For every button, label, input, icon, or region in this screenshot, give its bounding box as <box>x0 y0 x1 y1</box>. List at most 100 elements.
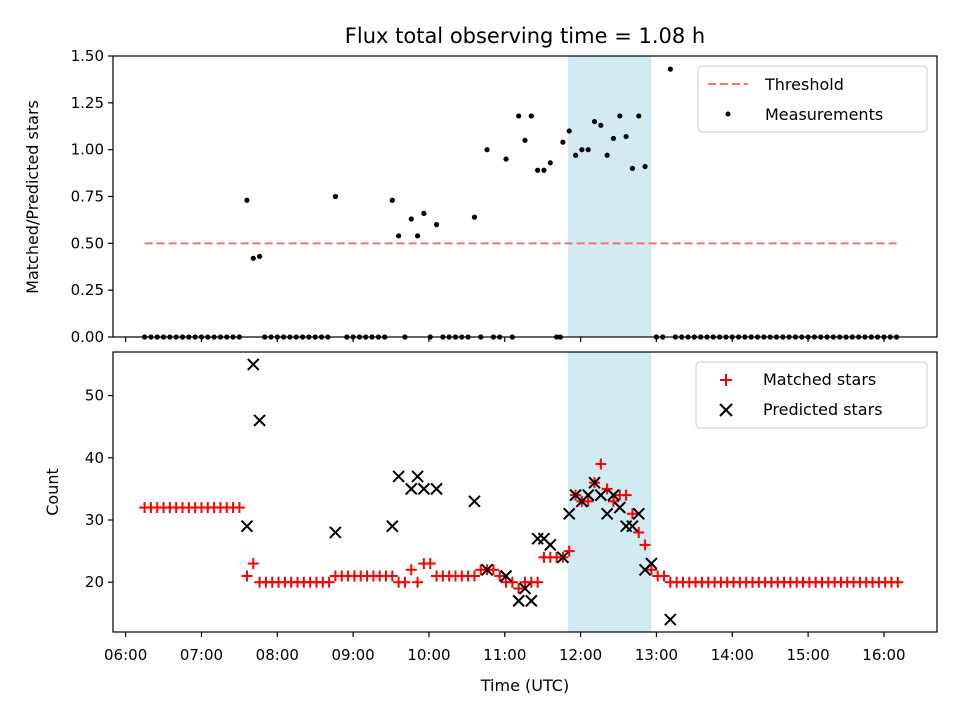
matched-star-marker <box>412 576 424 588</box>
measurement-point <box>471 214 478 220</box>
x-tick-label: 15:00 <box>786 646 829 664</box>
predicted-star-marker <box>386 520 399 533</box>
x-tick-label: 13:00 <box>635 646 678 664</box>
measurement-point <box>560 139 566 145</box>
top-panel: 0.00 0.25 0.50 0.75 1.00 1.25 1.50 Matched/Pre… <box>23 47 938 346</box>
measurement-point <box>535 167 541 173</box>
matched-star-marker <box>241 570 253 582</box>
predicted-star-marker <box>632 507 645 520</box>
bottom-legend: Matched stars Predicted stars <box>695 361 928 429</box>
predicted-star-marker <box>581 488 595 502</box>
predicted-star-marker <box>556 551 570 564</box>
predicted-star-marker <box>664 613 677 626</box>
measurement-point <box>244 197 250 203</box>
predicted-star-marker <box>392 470 405 483</box>
predicted-star-marker <box>417 482 431 496</box>
bottom-y-tick-label: 50 <box>85 387 104 405</box>
top-y-tick-label: 0.50 <box>71 234 104 252</box>
matched-star-marker <box>323 576 335 588</box>
predicted-star-marker <box>588 476 601 489</box>
x-tick-label: 10:00 <box>407 646 450 664</box>
predicted-star-marker <box>607 488 620 502</box>
measurement-point <box>579 147 585 153</box>
predicted-star-marker <box>480 563 494 576</box>
predicted-star-marker <box>247 358 260 371</box>
x-tick-label: 14:00 <box>711 646 754 664</box>
x-tick-label: 16:00 <box>862 646 905 664</box>
predicted-star-marker <box>240 520 254 533</box>
measurement-point <box>408 216 414 222</box>
matched-star-marker <box>892 576 904 588</box>
measurement-point <box>604 152 610 158</box>
x-tick-label: 09:00 <box>332 646 375 664</box>
predicted-legend-label: Predicted stars <box>763 400 883 419</box>
matched-star-marker <box>601 483 613 495</box>
top-y-tick-label: 1.25 <box>71 94 104 112</box>
measurement-point <box>250 255 256 261</box>
matched-star-marker <box>494 570 506 582</box>
matched-star-marker <box>399 576 411 588</box>
matched-star-marker <box>233 502 245 514</box>
matched-star-marker <box>506 576 518 588</box>
top-y-ticks: 0.00 0.25 0.50 0.75 1.00 1.25 1.50 <box>71 47 113 346</box>
bottom-y-ticks: 20 30 40 50 <box>85 387 113 591</box>
measurement-point <box>421 210 427 216</box>
predicted-star-marker <box>512 594 525 608</box>
measurement-point <box>503 156 509 162</box>
matched-star-marker <box>563 545 575 557</box>
bottom-y-tick-label: 20 <box>85 573 104 591</box>
highlight-span-top <box>567 56 652 337</box>
matched-star-marker <box>607 495 619 507</box>
x-axis-label: Time (UTC) <box>480 676 569 695</box>
measurement-point <box>528 113 534 119</box>
measurement-point <box>642 163 648 170</box>
top-y-tick-label: 0.75 <box>71 188 104 206</box>
measurement-point <box>257 253 263 260</box>
matched-star-marker <box>386 570 398 582</box>
top-highlight-span <box>567 56 652 337</box>
predicted-star-marker <box>525 594 538 608</box>
measurement-point <box>623 133 629 140</box>
matched-star-marker <box>513 582 525 594</box>
predicted-star-marker <box>411 470 424 483</box>
predicted-star-marker <box>626 520 639 533</box>
top-x-ticks <box>125 337 885 342</box>
measurement-point <box>629 165 636 171</box>
predicted-legend-swatch <box>719 403 733 417</box>
top-y-tick-label: 1.50 <box>71 47 104 65</box>
bottom-axes-frame <box>112 351 938 633</box>
predicted-star-marker <box>329 526 342 539</box>
measurement-point <box>585 147 591 153</box>
measurement-point <box>636 113 642 119</box>
bottom-y-tick-label: 30 <box>85 511 104 529</box>
matched-star-marker <box>405 564 417 576</box>
top-y-tick-label: 1.00 <box>71 141 104 159</box>
matched-star-marker <box>658 570 670 582</box>
matched-star-marker <box>582 495 594 507</box>
measurement-point <box>433 222 440 228</box>
measurement-point <box>617 113 623 119</box>
bottom-y-axis-label: Count <box>43 468 62 516</box>
predicted-star-marker <box>405 482 418 496</box>
predicted-star-marker <box>518 582 532 595</box>
measurement-point <box>414 233 421 239</box>
matched-star-marker <box>626 508 638 520</box>
matched-star-marker <box>424 558 436 570</box>
matched-star-marker <box>595 458 607 470</box>
measurement-point <box>547 160 553 166</box>
predicted-star-marker <box>499 569 513 583</box>
measurement-point <box>667 66 673 72</box>
matched-stars-series <box>139 458 904 594</box>
threshold-legend-label: Threshold <box>764 75 844 94</box>
measurement-point <box>484 147 490 153</box>
matched-legend-label: Matched stars <box>763 370 876 389</box>
x-tick-label: 07:00 <box>180 646 223 664</box>
predicted-star-marker <box>253 414 266 427</box>
predicted-star-marker <box>544 538 557 552</box>
measurement-point <box>572 152 579 158</box>
measurement-point <box>522 137 528 143</box>
measurement-point <box>389 197 395 203</box>
predicted-star-marker <box>645 557 658 570</box>
matched-star-marker <box>620 489 632 501</box>
